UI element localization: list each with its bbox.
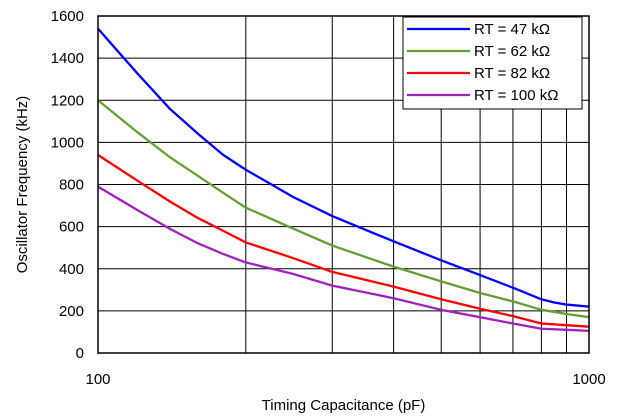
legend-label: RT = 100 kΩ bbox=[474, 87, 558, 104]
y-tick-label: 400 bbox=[59, 261, 84, 278]
legend-label: RT = 47 kΩ bbox=[474, 21, 550, 38]
y-axis-title: Oscillator Frequency (kHz) bbox=[14, 96, 31, 274]
x-tick-labels: 100 1000 bbox=[85, 371, 605, 388]
y-tick-label: 600 bbox=[59, 219, 84, 236]
series-line-4 bbox=[98, 187, 589, 331]
legend: RT = 47 kΩ RT = 62 kΩ RT = 82 kΩ RT = 100 k… bbox=[403, 17, 582, 109]
x-tick-label: 1000 bbox=[572, 371, 605, 388]
x-tick-label: 100 bbox=[85, 371, 110, 388]
y-tick-labels: 0 200 400 600 800 1000 1200 1400 1600 bbox=[51, 8, 84, 362]
legend-label: RT = 82 kΩ bbox=[474, 65, 550, 82]
series-line-2 bbox=[98, 100, 589, 317]
y-tick-label: 200 bbox=[59, 303, 84, 320]
y-tick-label: 0 bbox=[76, 345, 84, 362]
y-tick-label: 1600 bbox=[51, 8, 84, 25]
x-axis-title: Timing Capacitance (pF) bbox=[262, 397, 426, 414]
y-tick-label: 1000 bbox=[51, 134, 84, 151]
y-tick-label: 1200 bbox=[51, 92, 84, 109]
legend-label: RT = 62 kΩ bbox=[474, 43, 550, 60]
y-tick-label: 1400 bbox=[51, 50, 84, 67]
y-tick-label: 800 bbox=[59, 177, 84, 194]
